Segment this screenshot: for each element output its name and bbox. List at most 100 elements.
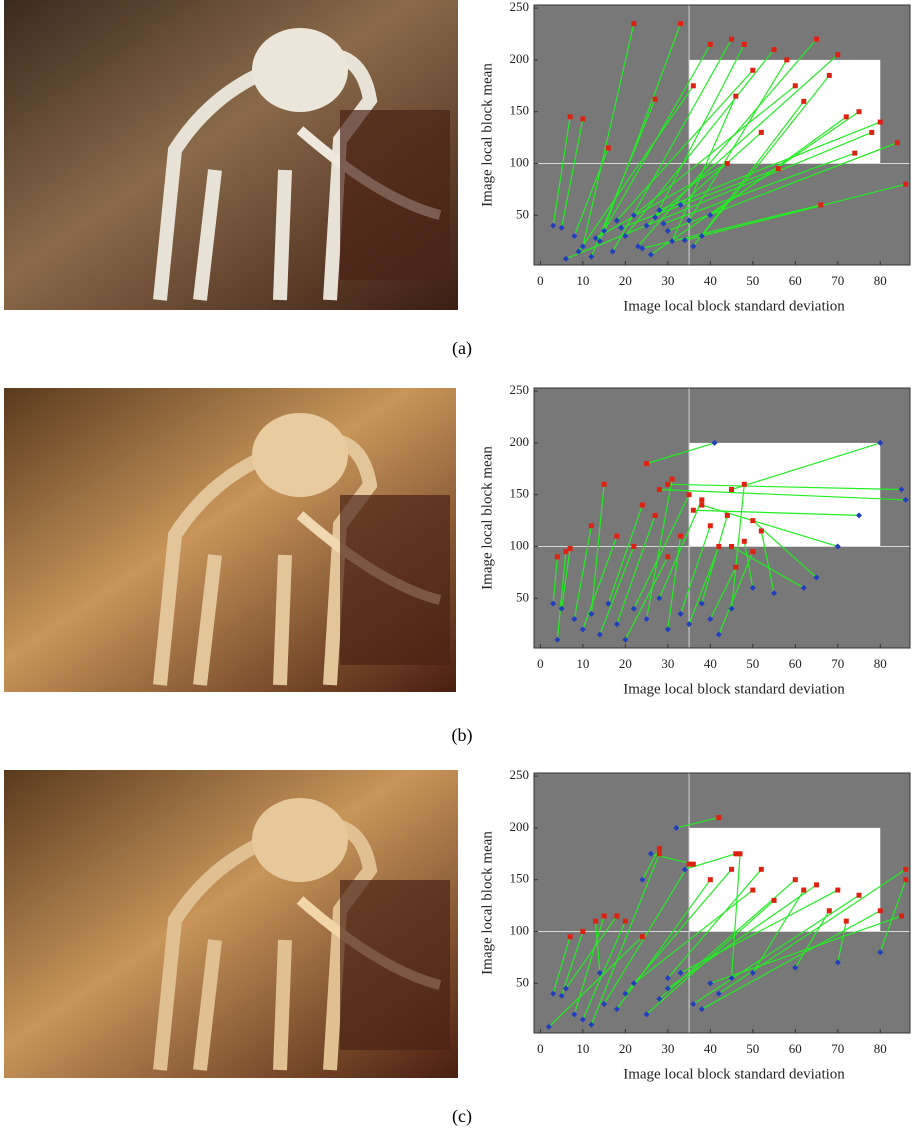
x-tick-label: 60 [789,656,802,671]
x-tick-label: 60 [789,1041,802,1056]
end-point [852,151,857,156]
page: 0 10 20 30 40 50 60 70 80 50 100 150 200 250 Image loc… [0,0,924,1132]
end-point [759,528,764,533]
end-point [631,21,636,26]
end-point [665,554,670,559]
end-point [903,877,908,882]
scatter-chart: 0102030405060708050100150200250Image loc… [452,0,910,359]
end-point [657,846,662,851]
end-point [750,68,755,73]
x-tick-label: 30 [661,273,674,288]
y-tick-label: 150 [510,871,530,886]
end-point [793,877,798,882]
end-point [857,893,862,898]
end-point [555,554,560,559]
end-point [640,503,645,508]
end-point [784,57,789,62]
end-point [602,913,607,918]
end-point [631,544,636,549]
y-tick-label: 200 [510,51,530,66]
end-point [750,549,755,554]
end-point [657,851,662,856]
target-region [689,828,880,932]
end-point [827,908,832,913]
end-point [691,508,696,513]
end-point [653,513,658,518]
end-point [759,130,764,135]
end-point [814,882,819,887]
end-point [878,908,883,913]
y-tick-label: 250 [510,382,530,397]
end-point [708,877,713,882]
end-point [844,114,849,119]
end-point [899,913,904,918]
end-point [678,534,683,539]
end-point [699,497,704,502]
y-tick-label: 200 [510,819,530,834]
x-tick-label: 50 [746,1041,759,1056]
x-tick-label: 20 [619,656,632,671]
end-point [716,544,721,549]
end-point [580,116,585,121]
caption: (a) [452,338,472,359]
y-tick-label: 150 [510,103,530,118]
x-axis-label: Image local block standard deviation [623,681,845,697]
x-axis-label: Image local block standard deviation [623,1066,845,1082]
end-point [691,862,696,867]
end-point [691,83,696,88]
photo-b [4,388,456,692]
end-point [895,140,900,145]
end-point [835,888,840,893]
end-point [568,114,573,119]
end-point [725,513,730,518]
caption: (c) [452,1106,472,1127]
x-tick-label: 50 [746,273,759,288]
end-point [729,487,734,492]
y-tick-label: 100 [510,154,530,169]
end-point [857,109,862,114]
end-point [772,898,777,903]
y-axis-label: Image local block mean [479,446,495,590]
end-point [606,145,611,150]
figure: 0 10 20 30 40 50 60 70 80 50 100 150 200 250 Image loc… [0,0,924,1132]
scatter-chart: 0102030405060708050100150200250Image loc… [452,382,911,746]
y-axis-label: Image local block mean [479,831,495,975]
x-tick-label: 50 [746,656,759,671]
end-point [699,503,704,508]
end-point [729,544,734,549]
x-tick-label: 70 [831,1041,844,1056]
end-point [742,42,747,47]
end-point [733,565,738,570]
end-point [903,867,908,872]
x-tick-label: 40 [704,1041,717,1056]
caption: (b) [452,725,473,746]
end-point [801,99,806,104]
end-point [827,73,832,78]
end-point [670,477,675,482]
end-point [729,867,734,872]
x-tick-label: 40 [704,656,717,671]
x-tick-label: 10 [576,273,589,288]
x-tick-label: 0 [537,273,544,288]
y-axis-label: Image local block mean [479,63,495,207]
end-point [903,182,908,187]
end-point [750,518,755,523]
end-point [563,549,568,554]
photo-a [4,0,458,310]
x-tick-label: 80 [874,1041,887,1056]
end-point [580,929,585,934]
x-axis-label: Image local block standard deviation [623,298,845,314]
end-point [665,482,670,487]
x-tick-label: 40 [704,273,717,288]
end-point [725,161,730,166]
y-tick-label: 150 [510,486,530,501]
y-tick-label: 200 [510,434,530,449]
x-tick-label: 80 [874,273,887,288]
end-point [878,120,883,125]
x-tick-label: 0 [537,1041,544,1056]
end-point [568,934,573,939]
y-tick-label: 250 [510,0,530,14]
end-point [750,888,755,893]
x-tick-label: 0 [537,656,544,671]
